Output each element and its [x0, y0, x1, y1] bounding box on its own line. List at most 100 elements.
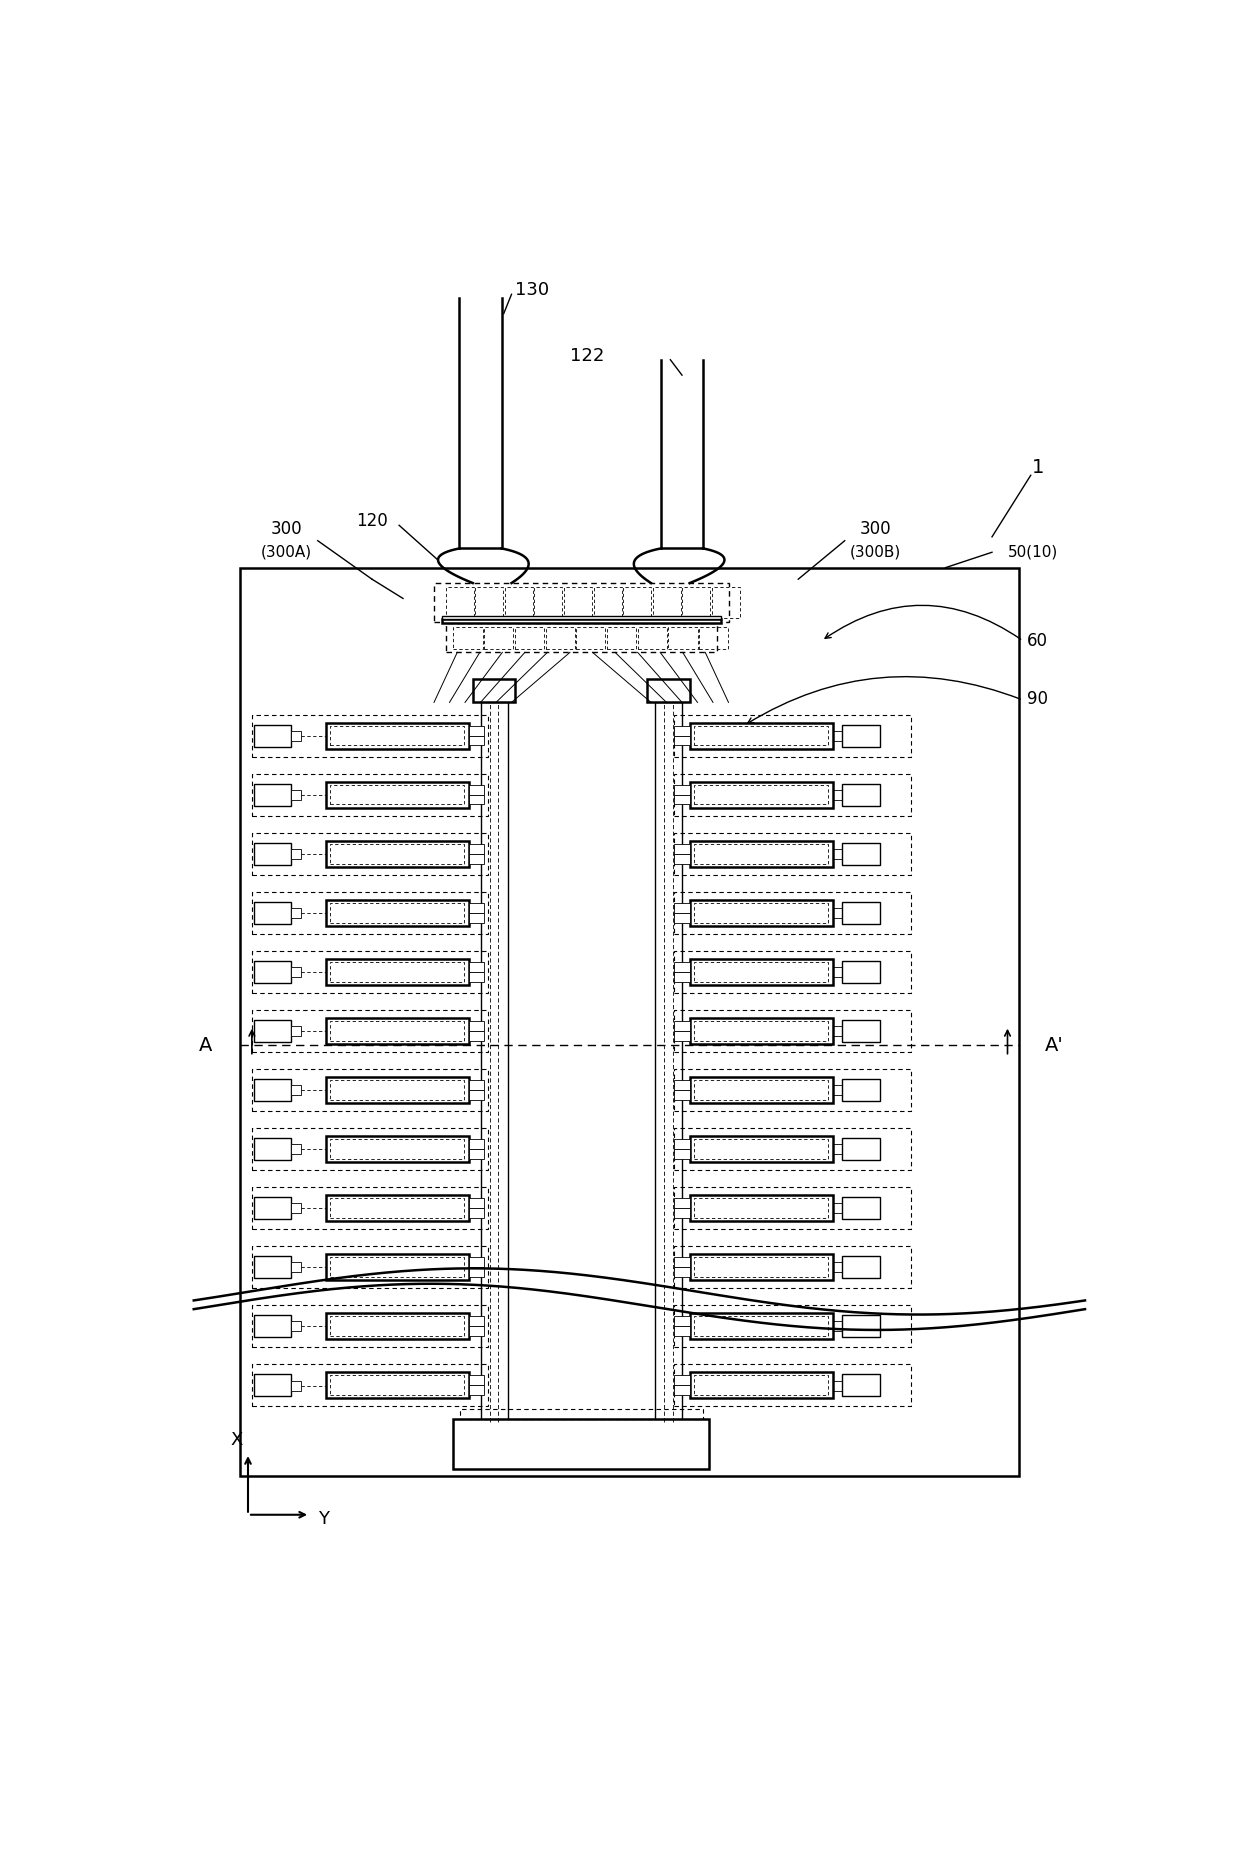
Bar [689, 1372, 833, 1399]
Bar [694, 1140, 828, 1159]
Bar [833, 1086, 842, 1095]
Bar [694, 844, 828, 864]
Text: 90: 90 [1027, 690, 1048, 707]
Bar [675, 1127, 910, 1170]
Bar [469, 795, 485, 804]
Bar [842, 1198, 879, 1219]
Bar [472, 679, 516, 703]
Bar [469, 1208, 485, 1217]
Bar [842, 1080, 879, 1101]
Bar [675, 726, 689, 735]
Bar [675, 1208, 689, 1217]
Bar [637, 626, 667, 649]
Bar [689, 1254, 833, 1281]
Bar [675, 795, 689, 804]
Bar [833, 731, 842, 741]
Bar [675, 1386, 689, 1395]
Bar [842, 962, 879, 982]
Bar [675, 892, 910, 934]
Bar [675, 1363, 910, 1406]
Bar [675, 735, 689, 746]
Bar [833, 1144, 842, 1155]
Bar [325, 1372, 469, 1399]
Bar [291, 849, 300, 859]
Bar [291, 789, 300, 801]
Bar [454, 626, 482, 649]
Bar [469, 1316, 485, 1326]
Bar [682, 587, 711, 617]
Bar [330, 1140, 464, 1159]
Bar [675, 904, 689, 913]
Bar [675, 1031, 689, 1041]
Bar [441, 619, 720, 622]
Bar [445, 587, 474, 617]
Bar [594, 587, 621, 617]
Bar [675, 962, 689, 971]
Bar [833, 789, 842, 801]
Text: (300B): (300B) [851, 546, 901, 561]
Bar [675, 1326, 689, 1335]
Bar [546, 626, 574, 649]
Bar [469, 1140, 485, 1149]
Bar [675, 1268, 689, 1277]
Bar [675, 714, 910, 758]
Bar [325, 1018, 469, 1044]
Bar [833, 1380, 842, 1391]
Bar [668, 626, 698, 649]
Bar [694, 1198, 828, 1217]
Bar [434, 583, 729, 621]
Bar [252, 1245, 489, 1288]
Bar [330, 962, 464, 982]
Bar [842, 902, 879, 924]
Bar [675, 1009, 910, 1052]
Bar [469, 726, 485, 735]
Bar [330, 1198, 464, 1217]
Bar [469, 1022, 485, 1031]
Bar [647, 679, 689, 703]
Bar [325, 900, 469, 926]
Text: 300: 300 [859, 519, 892, 538]
Bar [291, 1086, 300, 1095]
Bar [469, 1089, 485, 1099]
Bar [291, 1380, 300, 1391]
Bar [254, 1374, 291, 1395]
Bar [606, 626, 636, 649]
Bar [241, 568, 1019, 1476]
Bar [252, 1009, 489, 1052]
Text: A': A' [1044, 1035, 1064, 1054]
Bar [484, 626, 513, 649]
Bar [291, 968, 300, 977]
Bar [655, 703, 682, 1423]
Bar [712, 587, 740, 617]
Bar [675, 853, 689, 864]
Bar [252, 1069, 489, 1112]
Bar [842, 1316, 879, 1337]
Bar [694, 786, 828, 804]
Bar [469, 913, 485, 922]
Bar [675, 913, 689, 922]
Bar [330, 1080, 464, 1099]
Bar [694, 1316, 828, 1335]
Bar [694, 726, 828, 746]
Bar [842, 784, 879, 806]
Bar [325, 1194, 469, 1221]
Bar [252, 1363, 489, 1406]
Bar [842, 1020, 879, 1043]
Bar [325, 1078, 469, 1102]
Bar [833, 1262, 842, 1273]
Bar [842, 726, 879, 746]
Bar [469, 962, 485, 971]
Text: 130: 130 [516, 281, 549, 300]
Bar [675, 1022, 689, 1031]
Bar [534, 587, 563, 617]
Bar [469, 971, 485, 982]
Bar [624, 587, 651, 617]
Bar [675, 832, 910, 876]
Bar [469, 1376, 485, 1386]
Bar [689, 782, 833, 808]
Bar [252, 1187, 489, 1230]
Bar [330, 786, 464, 804]
Text: 120: 120 [356, 512, 388, 531]
Bar [252, 951, 489, 994]
Bar [675, 844, 689, 853]
